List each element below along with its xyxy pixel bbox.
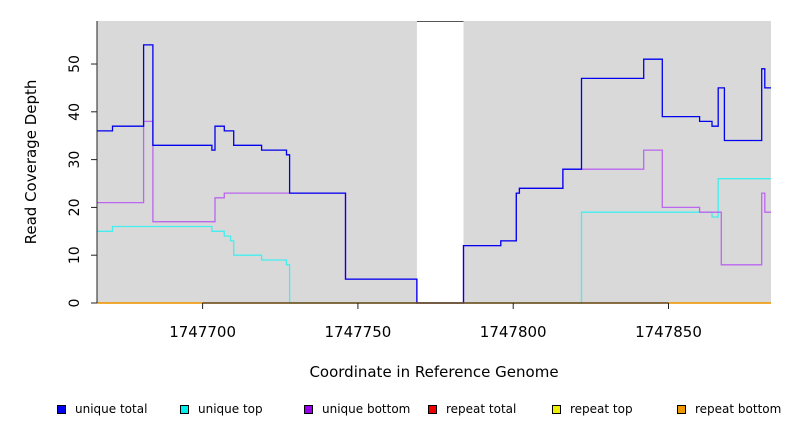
legend-swatch [304, 404, 313, 414]
legend-item-repeat-top: repeat top [552, 400, 633, 418]
series-line-unique-top [97, 178, 771, 304]
y-tick-label: 50 [67, 55, 83, 73]
legend-label: unique top [198, 402, 263, 416]
legend-swatch [552, 404, 561, 414]
y-tick-label: 0 [67, 299, 83, 308]
legend-item-unique-bottom: unique bottom [304, 400, 410, 418]
x-tick-label: 1747750 [324, 323, 391, 341]
legend-swatch [428, 404, 437, 414]
legend-label: unique bottom [322, 402, 411, 416]
x-tick-label: 1747800 [480, 323, 547, 341]
legend-label: repeat total [446, 402, 517, 416]
legend-item-unique-total: unique total [57, 400, 147, 418]
legend-swatch [57, 404, 66, 414]
legend-swatch [180, 404, 189, 414]
legend-label: repeat bottom [695, 402, 782, 416]
y-tick-label: 30 [67, 151, 83, 169]
legend-label: repeat top [570, 402, 633, 416]
plot-background-right [463, 21, 771, 303]
plot-background-left [97, 21, 417, 303]
legend-swatch [677, 404, 686, 414]
x-tick-label: 1747700 [169, 323, 236, 341]
y-axis-label: Read Coverage Depth [22, 80, 40, 245]
series-line-unique-total [97, 44, 771, 304]
legend-label: unique total [75, 402, 148, 416]
legend: unique total unique top unique bottom re… [0, 400, 792, 418]
x-tick-label: 1747850 [635, 323, 702, 341]
legend-item-repeat-bottom: repeat bottom [677, 400, 781, 418]
y-tick-label: 10 [67, 246, 83, 264]
x-axis-label: Coordinate in Reference Genome [309, 363, 558, 381]
legend-item-repeat-total: repeat total [428, 400, 516, 418]
y-tick-label: 20 [67, 198, 83, 216]
legend-item-unique-top: unique top [180, 400, 263, 418]
y-tick-label: 40 [67, 103, 83, 121]
